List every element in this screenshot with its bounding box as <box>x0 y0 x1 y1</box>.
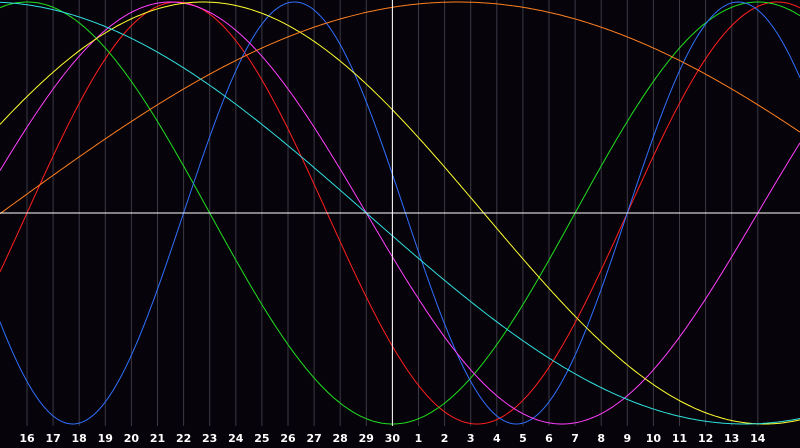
x-tick-label: 16 <box>19 432 35 445</box>
x-tick-label: 14 <box>750 432 766 445</box>
x-tick-label: 7 <box>571 432 579 445</box>
x-tick-label: 21 <box>150 432 165 445</box>
x-tick-label: 27 <box>306 432 321 445</box>
x-tick-label: 6 <box>545 432 553 445</box>
x-tick-label: 17 <box>45 432 60 445</box>
x-tick-label: 2 <box>441 432 449 445</box>
x-tick-label: 26 <box>280 432 296 445</box>
x-tick-label: 30 <box>385 432 401 445</box>
x-tick-label: 10 <box>646 432 662 445</box>
x-tick-label: 18 <box>72 432 87 445</box>
series-line-6 <box>0 1 800 215</box>
x-tick-label: 25 <box>254 432 269 445</box>
series-lines <box>0 1 800 425</box>
x-tick-label: 9 <box>623 432 631 445</box>
x-tick-label: 22 <box>176 432 191 445</box>
x-tick-label: 28 <box>333 432 348 445</box>
x-tick-label: 23 <box>202 432 217 445</box>
x-tick-label: 1 <box>415 432 423 445</box>
series-line-3 <box>0 1 800 425</box>
x-tick-labels: 16 17 18 19 20 21 22 23 24 25 26 27 28 29 30 1 2 3 4 5 6 7 8 9 1… <box>19 432 765 445</box>
axes <box>0 0 800 426</box>
series-line-5 <box>0 1 800 425</box>
x-tick-label: 13 <box>724 432 739 445</box>
x-tick-label: 8 <box>597 432 605 445</box>
x-tick-label: 5 <box>519 432 527 445</box>
series-line-7 <box>0 1 800 425</box>
x-tick-label: 19 <box>98 432 113 445</box>
x-tick-label: 11 <box>672 432 687 445</box>
x-tick-label: 4 <box>493 432 501 445</box>
x-tick-label: 24 <box>228 432 244 445</box>
x-tick-label: 12 <box>698 432 713 445</box>
x-tick-label: 29 <box>359 432 374 445</box>
x-tick-label: 20 <box>124 432 140 445</box>
series-line-1 <box>0 1 800 425</box>
x-tick-label: 3 <box>467 432 475 445</box>
series-line-4 <box>0 1 800 425</box>
series-line-2 <box>0 1 800 425</box>
